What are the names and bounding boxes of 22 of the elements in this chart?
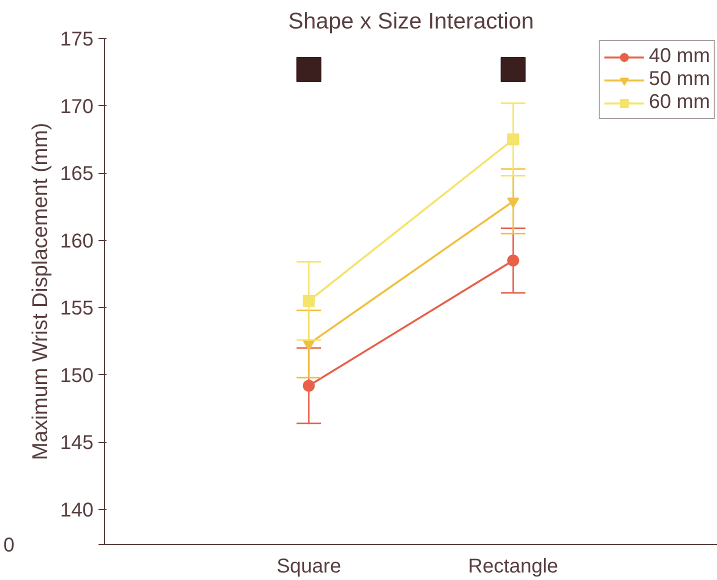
y-axis-title: Maximum Wrist Displacement (mm) [28,122,52,460]
point [302,380,315,392]
y-tick-label: 165 [60,163,94,186]
y-tick-label: 145 [60,432,94,454]
y-tick-label: 155 [60,298,94,320]
y-tick-label: 160 [60,230,94,252]
y-tick-label: 140 [60,500,94,522]
x-tick-label: Rectangle [468,556,558,578]
point [507,254,520,267]
point [500,56,526,82]
point [507,133,520,146]
chart-title: Shape x Size Interaction [288,8,534,34]
y-tick-label: 170 [60,96,94,118]
legend-label: 60 mm [648,91,710,114]
x-tick-label: Square [276,556,342,578]
text: 0 [3,534,14,556]
legend-label: 50 mm [648,68,710,91]
legend-label: 40 mm [648,45,710,68]
y-tick-label: 175 [60,28,94,50]
y-tick-label: 150 [60,364,94,387]
point [302,294,315,307]
point [296,56,322,82]
